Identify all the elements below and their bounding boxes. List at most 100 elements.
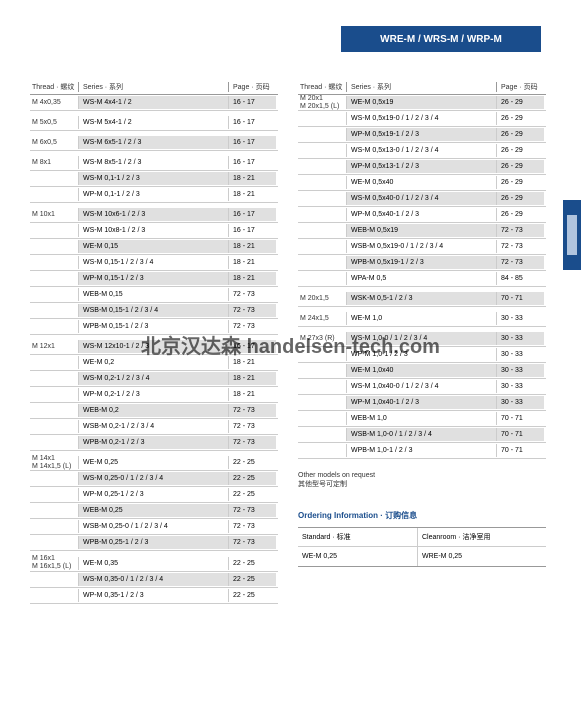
table-row: M 4x0,35 WS-M 4x4-1 / 2 16 - 17 — [30, 95, 278, 111]
cell-page: 26 - 29 — [496, 192, 544, 205]
table-row: WSB-M 1,0-0 / 1 / 2 / 3 / 4 70 - 71 — [298, 427, 546, 443]
th-series: Series · 系列 — [346, 82, 496, 92]
cell-thread: M 20x1,5 — [298, 295, 346, 303]
order-header-row: Standard · 标准 Cleanroom · 洁净室用 — [298, 528, 546, 547]
cell-page: 72 - 73 — [496, 224, 544, 237]
cell-page: 26 - 29 — [496, 176, 544, 189]
cell-series: WE-M 0,5x40 — [346, 176, 496, 189]
cell-page: 30 - 33 — [496, 380, 544, 393]
cell-series: WS-M 0,5x19-0 / 1 / 2 / 3 / 4 — [346, 112, 496, 125]
cell-series: WP-M 0,5x13-1 / 2 / 3 — [346, 160, 496, 173]
table-row: WPB-M 0,25-1 / 2 / 3 72 - 73 — [30, 535, 278, 551]
cell-thread: M 20x1M 20x1,5 (L) — [298, 95, 346, 110]
cell-series: WE-M 0,35 — [78, 557, 228, 570]
cell-page: 18 - 21 — [228, 372, 276, 385]
table-row: WS-M 10x8-1 / 2 / 3 16 - 17 — [30, 223, 278, 239]
table-row: WSB-M 0,5x19-0 / 1 / 2 / 3 / 4 72 - 73 — [298, 239, 546, 255]
table-row: WS-M 0,2-1 / 2 / 3 / 4 18 - 21 — [30, 371, 278, 387]
order-v-cleanroom: WRE-M 0,25 — [418, 547, 538, 566]
cell-series: WP-M 0,2-1 / 2 / 3 — [78, 388, 228, 401]
cell-page: 16 - 17 — [228, 136, 276, 149]
cell-thread: M 6x0,5 — [30, 139, 78, 147]
th-page: Page · 页码 — [496, 82, 544, 92]
cell-series: WP-M 0,25-1 / 2 / 3 — [78, 488, 228, 501]
cell-page: 30 - 33 — [496, 364, 544, 377]
cell-page: 84 - 85 — [496, 272, 544, 285]
cell-series: WSB-M 1,0-0 / 1 / 2 / 3 / 4 — [346, 428, 496, 441]
cell-page: 30 - 33 — [496, 396, 544, 409]
cell-page: 22 - 25 — [228, 456, 276, 469]
cell-series: WS-M 1,0x40-0 / 1 / 2 / 3 / 4 — [346, 380, 496, 393]
cell-series: WE-M 0,2 — [78, 356, 228, 369]
table-row: WEB-M 1,0 70 - 71 — [298, 411, 546, 427]
cell-page: 30 - 33 — [496, 348, 544, 361]
cell-page: 16 - 17 — [228, 224, 276, 237]
cell-page: 70 - 71 — [496, 428, 544, 441]
cell-page: 72 - 73 — [228, 504, 276, 517]
cell-page: 26 - 29 — [496, 128, 544, 141]
th-thread: Thread · 螺纹 — [30, 82, 78, 92]
table-row: WP-M 0,5x19-1 / 2 / 3 26 - 29 — [298, 127, 546, 143]
table-row: WP-M 0,15-1 / 2 / 3 18 - 21 — [30, 271, 278, 287]
table-row: M 8x1 WS-M 8x5-1 / 2 / 3 16 - 17 — [30, 155, 278, 171]
table-row: WS-M 0,5x40-0 / 1 / 2 / 3 / 4 26 - 29 — [298, 191, 546, 207]
cell-page: 22 - 25 — [228, 472, 276, 485]
order-v-standard: WE-M 0,25 — [298, 547, 418, 566]
cell-page: 30 - 33 — [496, 312, 544, 325]
table-row: WS-M 1,0x40-0 / 1 / 2 / 3 / 4 30 - 33 — [298, 379, 546, 395]
cell-series: WPB-M 0,15-1 / 2 / 3 — [78, 320, 228, 333]
table-row: WE-M 0,15 18 - 21 — [30, 239, 278, 255]
order-h-standard: Standard · 标准 — [298, 528, 418, 546]
cell-page: 72 - 73 — [228, 520, 276, 533]
cell-page: 22 - 25 — [228, 557, 276, 570]
order-data-row: WE-M 0,25 WRE-M 0,25 — [298, 547, 546, 566]
cell-thread: M 16x1M 16x1,5 (L) — [30, 555, 78, 570]
cell-page: 30 - 33 — [496, 332, 544, 345]
cell-series: WE-M 1,0 — [346, 312, 496, 325]
cell-page: 16 - 17 — [228, 208, 276, 221]
cell-series: WEB-M 0,2 — [78, 404, 228, 417]
right-table: Thread · 螺纹 Series · 系列 Page · 页码 M 20x1… — [298, 80, 546, 604]
cell-page: 70 - 71 — [496, 412, 544, 425]
cell-thread: M 12x1 — [30, 343, 78, 351]
cell-page: 16 - 17 — [228, 96, 276, 109]
cell-thread: M 4x0,35 — [30, 99, 78, 107]
table-row: WE-M 0,2 18 - 21 — [30, 355, 278, 371]
table-row: WS-M 0,25-0 / 1 / 2 / 3 / 4 22 - 25 — [30, 471, 278, 487]
table-row: M 10x1 WS-M 10x6-1 / 2 / 3 16 - 17 — [30, 207, 278, 223]
cell-series: WPB-M 0,2-1 / 2 / 3 — [78, 436, 228, 449]
cell-series: WS-M 6x5-1 / 2 / 3 — [78, 136, 228, 149]
cell-series: WS-M 0,35-0 / 1 / 2 / 3 / 4 — [78, 573, 228, 586]
cell-page: 26 - 29 — [496, 112, 544, 125]
table-row: M 14x1M 14x1,5 (L) WE-M 0,25 22 - 25 — [30, 455, 278, 471]
cell-page: 26 - 29 — [496, 160, 544, 173]
cell-page: 72 - 73 — [496, 256, 544, 269]
cell-page: 72 - 73 — [228, 404, 276, 417]
cell-series: WP-M 0,1-1 / 2 / 3 — [78, 188, 228, 201]
cell-thread: M 14x1M 14x1,5 (L) — [30, 455, 78, 470]
cell-series: WS-M 10x8-1 / 2 / 3 — [78, 224, 228, 237]
table-row: WSB-M 0,25-0 / 1 / 2 / 3 / 4 72 - 73 — [30, 519, 278, 535]
cell-series: WP-M 0,35-1 / 2 / 3 — [78, 589, 228, 602]
left-table: Thread · 螺纹 Series · 系列 Page · 页码 M 4x0,… — [30, 80, 278, 604]
cell-series: WE-M 0,25 — [78, 456, 228, 469]
ordering-table: Standard · 标准 Cleanroom · 洁净室用 WE-M 0,25… — [298, 527, 546, 567]
cell-series: WP-M 0,5x19-1 / 2 / 3 — [346, 128, 496, 141]
table-row: WS-M 0,15-1 / 2 / 3 / 4 18 - 21 — [30, 255, 278, 271]
cell-series: WE-M 0,5x19 — [346, 96, 496, 109]
table-row: WEB-M 0,2 72 - 73 — [30, 403, 278, 419]
table-row: M 12x1 WS-M 12x10-1 / 2 / 3 16 - 17 — [30, 339, 278, 355]
cell-series: WS-M 8x5-1 / 2 / 3 — [78, 156, 228, 169]
table-header: Thread · 螺纹 Series · 系列 Page · 页码 — [298, 80, 546, 95]
cell-series: WE-M 1,0x40 — [346, 364, 496, 377]
table-row: M 27x3 (R) WS-M 1,0-0 / 1 / 2 / 3 / 4 30… — [298, 331, 546, 347]
cell-page: 72 - 73 — [228, 536, 276, 549]
table-row: WS-M 0,5x13-0 / 1 / 2 / 3 / 4 26 - 29 — [298, 143, 546, 159]
cell-series: WSB-M 0,15-1 / 2 / 3 / 4 — [78, 304, 228, 317]
cell-page: 70 - 71 — [496, 292, 544, 305]
table-row: M 24x1,5 WE-M 1,0 30 - 33 — [298, 311, 546, 327]
cell-page: 18 - 21 — [228, 256, 276, 269]
note: Other models on request其他型号可定制 — [298, 471, 546, 489]
cell-thread: M 24x1,5 — [298, 315, 346, 323]
cell-series: WP-M 0,5x40-1 / 2 / 3 — [346, 208, 496, 221]
